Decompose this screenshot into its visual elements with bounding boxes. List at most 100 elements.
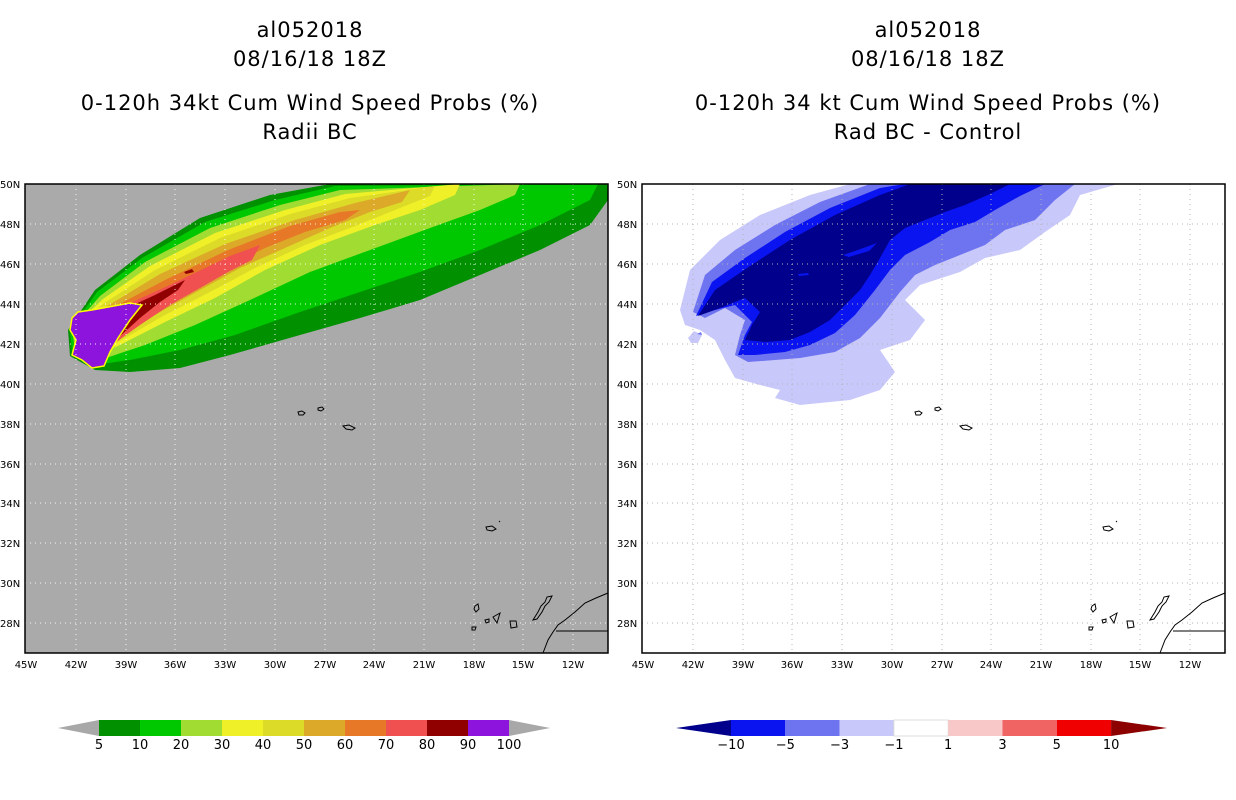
left-lat-labels: 50N 48N 46N 44N 42N 40N 38N 36N 34N 32N … xyxy=(0,180,20,630)
colorbar-label: 5 xyxy=(95,738,103,753)
right-datetime: 08/16/18 18Z xyxy=(850,47,1006,71)
lon-label: 39W xyxy=(115,660,138,671)
lat-label: 28N xyxy=(617,619,637,630)
left-colorbar: 5 10 20 30 40 50 60 70 80 90 100 xyxy=(58,720,550,753)
colorbar-label: −1 xyxy=(884,738,903,753)
colorbar-label: 70 xyxy=(378,738,395,753)
colorbar-label: −5 xyxy=(776,738,795,753)
colorbar-swatch xyxy=(1056,720,1112,736)
left-product: 0-120h 34kt Cum Wind Speed Probs (%) xyxy=(80,91,540,115)
lat-label: 38N xyxy=(617,420,637,431)
right-colorbar: −10 −5 −3 −1 1 3 5 10 xyxy=(676,719,1168,753)
colorbar-label: −10 xyxy=(717,738,744,753)
right-subtitle: Rad BC - Control xyxy=(833,120,1023,144)
lon-label: 36W xyxy=(781,660,804,671)
colorbar-label: 100 xyxy=(497,738,522,753)
colorbar-swatch xyxy=(345,720,386,736)
lon-label: 27W xyxy=(931,660,954,671)
colorbar-end-triangle xyxy=(58,720,99,736)
lon-label: 33W xyxy=(831,660,854,671)
colorbar-label: 40 xyxy=(255,738,272,753)
lat-label: 28N xyxy=(0,619,20,630)
colorbar-label: 20 xyxy=(173,738,190,753)
left-grid xyxy=(25,184,608,653)
lat-label: 38N xyxy=(0,420,20,431)
colorbar-label: 10 xyxy=(132,738,149,753)
lon-label: 18W xyxy=(1080,660,1103,671)
colorbar-swatch xyxy=(181,720,222,736)
lat-label: 48N xyxy=(617,220,637,231)
left-datetime: 08/16/18 18Z xyxy=(232,47,388,71)
colorbar-swatch xyxy=(99,720,140,736)
left-map-panel: 50N 48N 46N 44N 42N 40N 38N 36N 34N 32N … xyxy=(0,180,609,671)
lat-label: 40N xyxy=(0,380,20,391)
lon-label: 24W xyxy=(363,660,386,671)
lon-label: 27W xyxy=(314,660,337,671)
lat-label: 42N xyxy=(617,340,637,351)
lat-label: 30N xyxy=(617,579,637,590)
colorbar-label: 50 xyxy=(296,738,313,753)
lon-label: 42W xyxy=(65,660,88,671)
colorbar-label: 1 xyxy=(944,738,952,753)
colorbar-swatch xyxy=(948,720,1003,736)
lon-label: 42W xyxy=(682,660,705,671)
colorbar-label: 60 xyxy=(337,738,354,753)
lat-label: 32N xyxy=(617,539,637,550)
left-coastline xyxy=(542,592,609,654)
lon-label: 30W xyxy=(881,660,904,671)
right-lat-labels: 50N 48N 46N 44N 42N 40N 38N 36N 34N 32N … xyxy=(617,180,637,630)
lon-label: 33W xyxy=(214,660,237,671)
lon-label: 24W xyxy=(980,660,1003,671)
colorbar-swatch xyxy=(140,720,181,736)
lat-label: 34N xyxy=(0,499,20,510)
lat-label: 44N xyxy=(0,300,20,311)
colorbar-swatch xyxy=(468,720,509,736)
lat-label: 46N xyxy=(0,260,20,271)
colorbar-label: 30 xyxy=(214,738,231,753)
lat-label: 30N xyxy=(0,579,20,590)
lon-label: 45W xyxy=(15,660,38,671)
colorbar-end-triangle xyxy=(1111,720,1168,736)
colorbar-end-triangle xyxy=(509,720,550,736)
left-subtitle: Radii BC xyxy=(262,120,358,144)
right-grid xyxy=(642,184,1225,653)
colorbar-swatch xyxy=(263,720,304,736)
colorbar-swatch xyxy=(785,720,840,736)
colorbar-swatch xyxy=(304,720,345,736)
colorbar-swatch xyxy=(1002,720,1057,736)
lon-label: 15W xyxy=(512,660,535,671)
colorbar-label: 5 xyxy=(1053,738,1061,753)
left-lon-labels: 45W 42W 39W 36W 33W 30W 27W 24W 21W 18W … xyxy=(15,660,585,671)
lat-label: 36N xyxy=(617,460,637,471)
colorbar-label: 80 xyxy=(419,738,436,753)
lon-label: 21W xyxy=(1030,660,1053,671)
colorbar-label: 10 xyxy=(1103,738,1120,753)
right-difference-contours xyxy=(680,184,1118,405)
lon-label: 12W xyxy=(562,660,585,671)
lat-label: 44N xyxy=(617,300,637,311)
left-panel-title: al052018 08/16/18 18Z 0-120h 34kt Cum Wi… xyxy=(30,16,590,147)
colorbar-label: 3 xyxy=(998,738,1006,753)
right-product: 0-120h 34 kt Cum Wind Speed Probs (%) xyxy=(694,91,1162,115)
colorbar-swatch xyxy=(222,720,263,736)
lon-label: 18W xyxy=(463,660,486,671)
left-map-frame xyxy=(24,183,609,654)
left-storm-id: al052018 xyxy=(256,18,364,42)
lon-label: 12W xyxy=(1179,660,1202,671)
lat-label: 46N xyxy=(617,260,637,271)
right-map-frame xyxy=(641,183,1226,654)
lat-label: 48N xyxy=(0,220,20,231)
lon-label: 39W xyxy=(732,660,755,671)
right-coastline xyxy=(1159,592,1226,654)
lat-label: 50N xyxy=(0,180,20,191)
left-probability-contours xyxy=(68,184,608,372)
right-panel-title: al052018 08/16/18 18Z 0-120h 34 kt Cum W… xyxy=(648,16,1208,147)
lon-label: 36W xyxy=(164,660,187,671)
colorbar-swatch xyxy=(839,720,894,736)
lat-label: 34N xyxy=(617,499,637,510)
lat-label: 50N xyxy=(617,180,637,191)
colorbar-swatch xyxy=(893,719,949,737)
colorbar-label: 90 xyxy=(460,738,477,753)
lon-label: 45W xyxy=(632,660,655,671)
